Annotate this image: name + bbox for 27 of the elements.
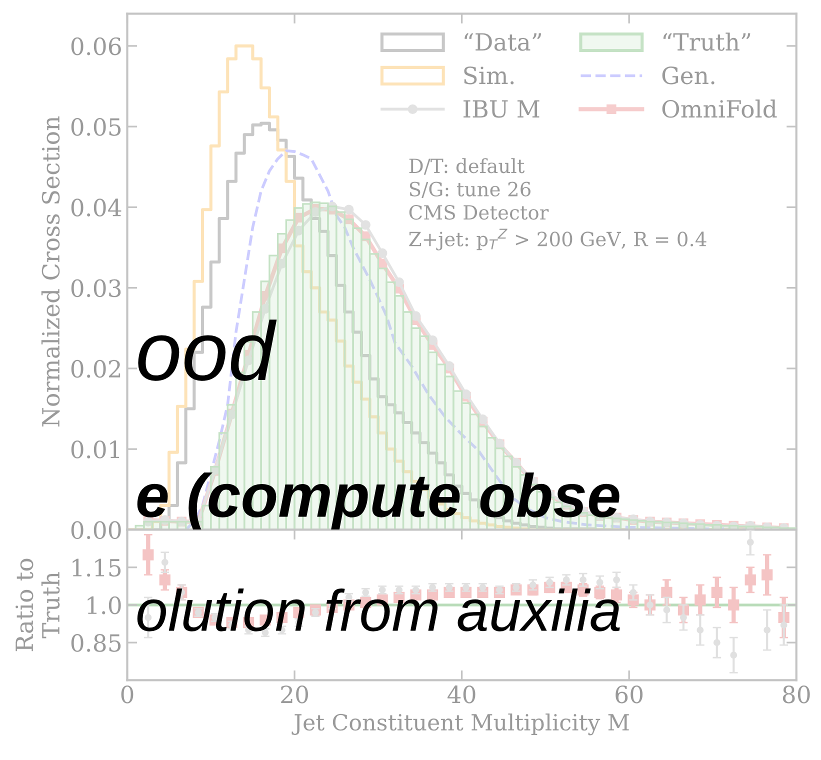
- x-tick-label: 80: [782, 685, 810, 704]
- annotation: ood: [138, 320, 277, 381]
- y-tick-label: 1.0: [88, 596, 121, 614]
- y-axis-title: Ratio to Truth: [16, 558, 60, 652]
- y-tick-label: 0.00: [71, 521, 121, 540]
- x-tick-label: 20: [281, 685, 308, 704]
- legend-label: “Data”: [464, 32, 542, 51]
- y-tick-label: 1.15: [72, 558, 121, 577]
- y-tick-label: 0.06: [71, 37, 121, 56]
- y-tick-label: 0.03: [71, 279, 121, 298]
- legend-label: Gen.: [662, 66, 714, 84]
- y-tick-label: 0.04: [71, 198, 122, 216]
- annotation: D/T: default S/G: tune 26 CMS Detector Z+jet: p$_{T}$$^{Z}$ > 200 GeV, R = 0.4: [409, 158, 706, 250]
- legend-label: Sim.: [464, 66, 514, 84]
- x-tick-label: 40: [448, 685, 476, 704]
- legend-label: OmniFold: [662, 100, 777, 118]
- y-tick-label: 0.05: [71, 118, 121, 136]
- y-tick-label: 0.01: [71, 440, 120, 458]
- y-tick-label: 0.85: [71, 634, 121, 652]
- y-tick-label: 0.02: [71, 360, 120, 378]
- annotation: e (compute obse: [137, 472, 620, 530]
- y-axis-title: Normalized Cross Section: [41, 116, 60, 426]
- x-tick-label: 60: [616, 685, 643, 704]
- x-axis-title: Jet Constituent Multiplicity M: [292, 713, 629, 736]
- legend-label: “Truth”: [663, 32, 750, 51]
- x-tick-label: 0: [121, 685, 134, 704]
- legend-label: IBU M: [464, 100, 540, 118]
